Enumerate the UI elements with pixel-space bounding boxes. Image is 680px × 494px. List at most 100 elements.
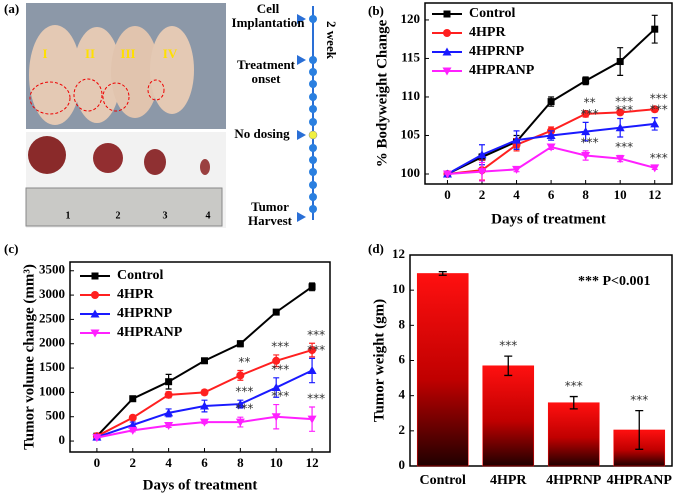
error-bar <box>438 271 447 276</box>
significance: *** <box>235 385 253 399</box>
marker <box>308 346 317 355</box>
y-tick-label: 3000 <box>39 286 65 301</box>
marker <box>651 25 659 33</box>
marker <box>546 130 556 139</box>
y-tick-label: 110 <box>401 88 420 103</box>
x-tick-label: 2 <box>130 455 137 470</box>
y-tick-label: 8 <box>399 316 406 331</box>
legend-marker <box>91 272 99 280</box>
x-tick-label: 4HPRANP <box>607 473 673 488</box>
y-axis-title: % Bodyweight Change <box>374 19 390 167</box>
mouse-label: III <box>120 46 135 61</box>
error-bar <box>569 395 578 410</box>
y-tick-label: 105 <box>401 126 421 141</box>
significance: ** <box>584 95 596 109</box>
legend-marker <box>90 329 100 338</box>
x-tick-label: 0 <box>444 187 451 202</box>
significance: *** <box>581 135 599 149</box>
ruler-label: 1 <box>66 210 71 221</box>
significance: *** <box>615 140 633 154</box>
y-tick-label: 10 <box>392 281 405 296</box>
marker <box>616 108 625 117</box>
x-tick-label: 0 <box>94 455 101 470</box>
legend-label: 4HPRNP <box>117 306 173 321</box>
bar <box>482 365 535 467</box>
x-tick-label: 6 <box>548 187 555 202</box>
marker <box>582 77 590 85</box>
x-tick-label: 8 <box>237 455 244 470</box>
timeline-label: Tumor Harvest <box>248 199 293 228</box>
y-tick-label: 0 <box>59 432 66 447</box>
marker <box>307 366 317 375</box>
significance: *** <box>271 339 289 353</box>
significance: *** <box>615 95 633 109</box>
panel-label: (c) <box>4 241 18 256</box>
marker <box>581 109 590 118</box>
marker <box>200 357 208 365</box>
legend-marker <box>442 67 452 76</box>
panel-label: (a) <box>4 1 19 16</box>
y-tick-label: 2000 <box>39 335 65 350</box>
y-tick-label: 115 <box>401 49 420 64</box>
y-tick-label: 6 <box>399 351 406 366</box>
marker <box>307 415 317 424</box>
y-tick-label: 4 <box>399 387 406 402</box>
marker <box>236 371 245 380</box>
significance: *** <box>650 102 668 116</box>
legend-label: Control <box>469 6 516 21</box>
legend-label: 4HPR <box>469 25 506 40</box>
marker <box>650 164 660 173</box>
marker <box>616 58 624 66</box>
legend-marker <box>443 29 451 37</box>
panel-label: (b) <box>368 3 384 18</box>
marker <box>546 143 556 152</box>
significance: *** <box>307 328 325 342</box>
marker <box>615 155 625 164</box>
x-tick-label: Control <box>420 473 467 488</box>
x-tick-label: 2 <box>479 187 486 202</box>
y-tick-label: 2 <box>399 422 406 437</box>
y-tick-label: 12 <box>392 246 405 261</box>
ruler-label: 4 <box>206 210 211 221</box>
marker <box>199 401 209 410</box>
significance: *** <box>650 91 668 105</box>
significance: *** <box>271 389 289 403</box>
legend-label: 4HPRANP <box>469 63 535 78</box>
significance: ** <box>238 355 250 369</box>
x-tick-label: 8 <box>582 187 589 202</box>
timeline-duration: 2 week <box>324 21 339 60</box>
x-tick-label: 12 <box>648 187 661 202</box>
timeline-label: No dosing <box>234 126 290 141</box>
marker <box>615 123 625 132</box>
x-tick-label: 4 <box>165 455 172 470</box>
marker <box>442 170 452 179</box>
mouse-label: II <box>85 46 95 61</box>
marker <box>165 378 173 386</box>
legend-label: 4HPR <box>117 287 154 302</box>
legend-marker <box>442 47 452 56</box>
significance: *** <box>565 379 583 393</box>
significance: *** <box>650 151 668 165</box>
marker <box>129 395 137 403</box>
error-bar <box>504 355 513 377</box>
marker <box>512 135 522 144</box>
x-tick-label: 4 <box>513 187 520 202</box>
bar <box>416 273 469 467</box>
y-tick-label: 1000 <box>39 383 65 398</box>
x-tick-label: 12 <box>306 455 319 470</box>
legend-label: 4HPRNP <box>469 44 525 59</box>
legend-marker <box>90 309 100 318</box>
x-tick-label: 4HPRNP <box>546 473 602 488</box>
ruler-label: 3 <box>163 210 168 221</box>
marker <box>650 105 659 114</box>
marker <box>581 127 591 136</box>
significance: *** <box>581 107 599 121</box>
x-tick-label: 6 <box>201 455 208 470</box>
mouse-label: IV <box>163 46 178 61</box>
legend-label: Control <box>117 268 164 283</box>
legend-label: 4HPRANP <box>117 325 183 340</box>
legend-marker <box>443 10 451 18</box>
legend-marker <box>91 291 99 299</box>
